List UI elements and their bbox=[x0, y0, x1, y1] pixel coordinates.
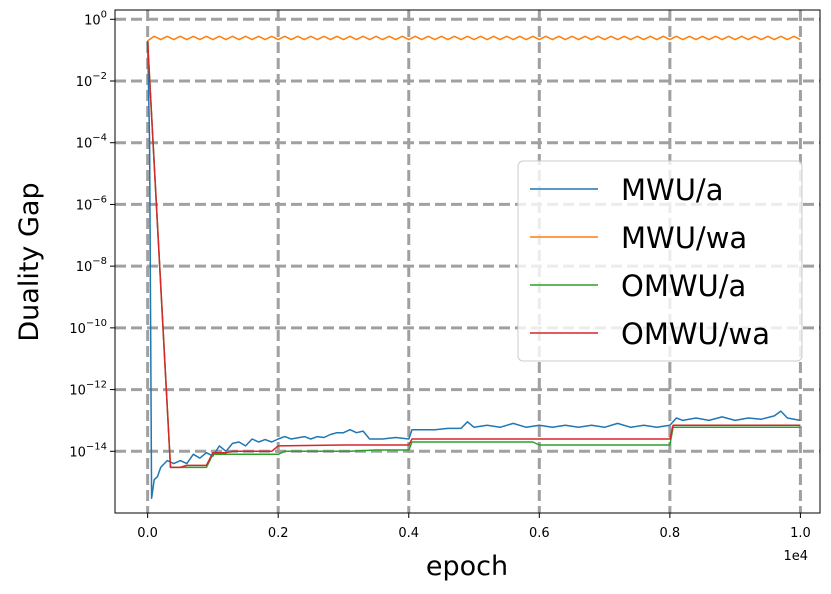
y-tick-label: 10−4 bbox=[76, 133, 107, 152]
y-tick-label: 100 bbox=[84, 9, 107, 28]
series-line-omwu-wa bbox=[146, 40, 801, 469]
series-line-mwu-a bbox=[146, 40, 801, 500]
legend-box bbox=[517, 160, 803, 362]
series-line-omwu-a bbox=[146, 40, 801, 469]
y-tick-label: 10−14 bbox=[69, 441, 107, 460]
series-line-mwu-wa bbox=[147, 35, 801, 42]
x-offset-label: 1e4 bbox=[783, 549, 808, 564]
y-tick-label: 10−10 bbox=[69, 318, 107, 337]
x-tick-label: 0.0 bbox=[137, 526, 158, 541]
legend-label-omwu-wa: OMWU/wa bbox=[621, 317, 770, 351]
plot-frame bbox=[114, 9, 821, 514]
series-lines bbox=[146, 35, 801, 500]
grid bbox=[115, 10, 820, 513]
x-axis-title: epoch bbox=[426, 551, 508, 582]
x-tick-label: 0.6 bbox=[529, 526, 550, 541]
x-axis-ticks: 0.0 0.2 0.4 0.6 0.8 1.0 bbox=[137, 513, 811, 541]
y-tick-label: 10−6 bbox=[76, 194, 107, 213]
y-tick-label: 10−2 bbox=[76, 71, 107, 90]
legend: MWU/a MWU/wa OMWU/a OMWU/wa bbox=[517, 160, 803, 362]
y-axis-ticks: 100 10−2 10−4 10−6 10−8 10−10 10−12 10−14 bbox=[69, 9, 115, 460]
y-tick-label: 10−12 bbox=[69, 380, 107, 399]
y-tick-label: 10−8 bbox=[76, 256, 107, 275]
y-axis-title: Duality Gap bbox=[14, 182, 45, 341]
legend-label-mwu-a: MWU/a bbox=[621, 173, 723, 207]
legend-label-omwu-a: OMWU/a bbox=[621, 269, 746, 303]
legend-label-mwu-wa: MWU/wa bbox=[621, 221, 747, 255]
x-tick-label: 0.2 bbox=[268, 526, 289, 541]
x-tick-label: 0.4 bbox=[398, 526, 419, 541]
x-tick-label: 1.0 bbox=[790, 526, 811, 541]
x-tick-label: 0.8 bbox=[660, 526, 681, 541]
